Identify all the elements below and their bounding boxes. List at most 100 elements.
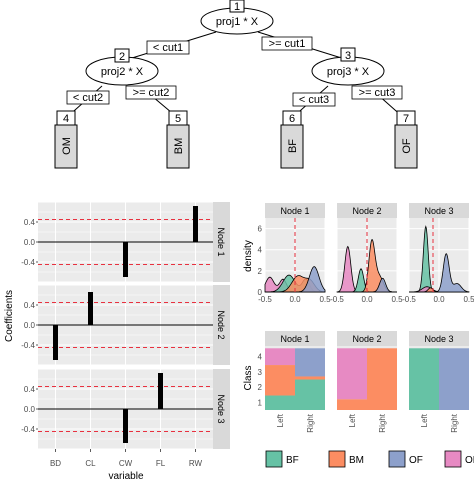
- legend-swatch-of: [388, 450, 406, 468]
- legend-label-of: OF: [409, 455, 423, 466]
- density-curve-of: [265, 266, 326, 293]
- class-tile-bm: [265, 365, 295, 396]
- leaf-node-7-class: OF: [401, 138, 413, 154]
- density-strip: [409, 203, 469, 218]
- leaf-node-4-class: OM: [61, 137, 73, 155]
- tree-node-3-id-box: [340, 47, 356, 62]
- class-tile-bm: [337, 399, 367, 410]
- tree-node-2-id-box: [114, 48, 130, 63]
- leaf-node-4: 4 OM: [54, 110, 78, 169]
- coef-strip: [213, 202, 230, 282]
- coef-x-tick-label: RW: [189, 459, 203, 468]
- density-y-axis-title: density: [243, 240, 254, 272]
- coef-bar-bd: [53, 325, 58, 360]
- coef-strip: [213, 285, 230, 365]
- density-x-tick-label: 0.0: [433, 295, 445, 304]
- class-tile-bf: [295, 379, 325, 410]
- coef-y-tick-label: 0.4: [24, 218, 36, 227]
- edge-label-ge-cut3: >= cut3: [359, 87, 396, 99]
- edge-label-box: [292, 92, 336, 107]
- legend-swatch-bm: [328, 450, 346, 468]
- class-tile-bf: [409, 348, 439, 410]
- density-chart: density Node 1 -0.5 0.0 0.5 Node 2 -0.5 0.0 0.5…: [243, 203, 474, 304]
- coef-bar-cw: [123, 242, 128, 277]
- coef-y-tick-label: -0.4: [21, 258, 35, 267]
- coef-x-tick-label: CW: [119, 459, 133, 468]
- coef-y-tick-label: 0.0: [24, 405, 36, 414]
- coef-y-tick-label: -0.4: [21, 341, 35, 350]
- edge-label-ge-cut2: >= cut2: [133, 87, 170, 99]
- class-y-tick-label: 2: [258, 383, 263, 392]
- coef-bar-cw: [123, 409, 128, 443]
- coef-y-tick-label: 0.0: [24, 321, 36, 330]
- edge-label-box: [261, 36, 313, 51]
- density-strip-label: Node 1: [280, 206, 309, 216]
- density-x-tick-label: 0.5: [319, 295, 331, 304]
- class-strip: [265, 331, 325, 346]
- class-x-tick-label: Right: [306, 413, 315, 432]
- density-curve-of: [409, 252, 470, 293]
- class-x-tick-label: Right: [450, 413, 459, 432]
- leaf-node-5-class: BM: [173, 138, 185, 155]
- legend-label-om: OM: [465, 455, 474, 466]
- coefficient-chart: Coefficients 0.4 0.0 -0.4 Node 1 0.4 0.0 -0.4 N…: [4, 201, 230, 481]
- tree-node-1-label: proj1 * X: [216, 16, 259, 28]
- tree-node-1-id-box: [229, 0, 245, 13]
- class-strip: [337, 331, 397, 346]
- legend-swatch-om: [444, 450, 462, 468]
- density-x-tick-label: -0.5: [402, 295, 416, 304]
- class-x-tick-label: Left: [348, 413, 357, 427]
- coef-x-tick-label: BD: [50, 459, 61, 468]
- density-x-tick-label: 0.5: [391, 295, 403, 304]
- density-y-tick-label: 2: [258, 267, 263, 276]
- coef-x-tick-label: CL: [85, 459, 96, 468]
- coef-strip-label: Node 3: [216, 394, 226, 423]
- leaf-node-6-class: BF: [287, 139, 299, 153]
- class-strip-label: Node 3: [424, 334, 453, 344]
- class-strip-label: Node 1: [280, 334, 309, 344]
- tree-node-3-label: proj3 * X: [327, 66, 370, 78]
- coef-x-axis-title: variable: [108, 471, 143, 481]
- leaf-node-6-id: 6: [289, 113, 295, 125]
- edge-label-lt-cut2: < cut2: [73, 92, 103, 104]
- tree-node-1-id: 1: [234, 1, 240, 13]
- coef-strip: [213, 369, 230, 449]
- coef-strip-label: Node 1: [216, 227, 226, 256]
- class-tile-of: [439, 348, 469, 410]
- coef-strip-label: Node 2: [216, 310, 226, 339]
- legend-label-bm: BM: [349, 455, 364, 466]
- legend-swatch-bf: [265, 450, 283, 468]
- class-x-tick-label: Left: [276, 413, 285, 427]
- class-tile-bm: [367, 348, 397, 410]
- coef-y-tick-label: 0.0: [24, 238, 36, 247]
- edge-label-box: [146, 40, 190, 55]
- class-strip-label: Node 2: [352, 334, 381, 344]
- class-strip: [409, 331, 469, 346]
- tree-node-3-id: 3: [345, 50, 351, 62]
- density-strip: [337, 203, 397, 218]
- leaf-node-6: 6 BF: [280, 110, 304, 169]
- edge-label-lt-cut3: < cut3: [299, 94, 329, 106]
- class-tile-om: [265, 348, 295, 366]
- density-x-tick-label: -0.5: [330, 295, 344, 304]
- leaf-node-4-id: 4: [63, 113, 69, 125]
- density-y-tick-label: 6: [258, 225, 263, 234]
- class-tile-om: [337, 348, 367, 400]
- coef-y-tick-label: 0.4: [24, 301, 36, 310]
- leaf-node-7: 7 OF: [394, 110, 418, 169]
- class-tile-of: [295, 348, 325, 377]
- coef-bar-rw: [193, 206, 198, 242]
- coef-y-tick-label: 0.4: [24, 385, 36, 394]
- class-tile-bf: [265, 395, 295, 410]
- leaf-node-5-id: 5: [175, 113, 181, 125]
- density-x-tick-label: 0.0: [361, 295, 373, 304]
- coef-bar-fl: [158, 373, 163, 409]
- coef-bar-cl: [88, 292, 93, 325]
- class-x-tick-label: Left: [420, 413, 429, 427]
- tree-node-2-id: 2: [119, 51, 125, 63]
- edge-label-box: [351, 85, 403, 100]
- class-chart: Class Left Right Node 1 Left Right Node 2 Left…: [243, 331, 469, 433]
- class-legend: BF BM OF OM: [265, 450, 474, 468]
- tree-node-2-label: proj2 * X: [101, 66, 144, 78]
